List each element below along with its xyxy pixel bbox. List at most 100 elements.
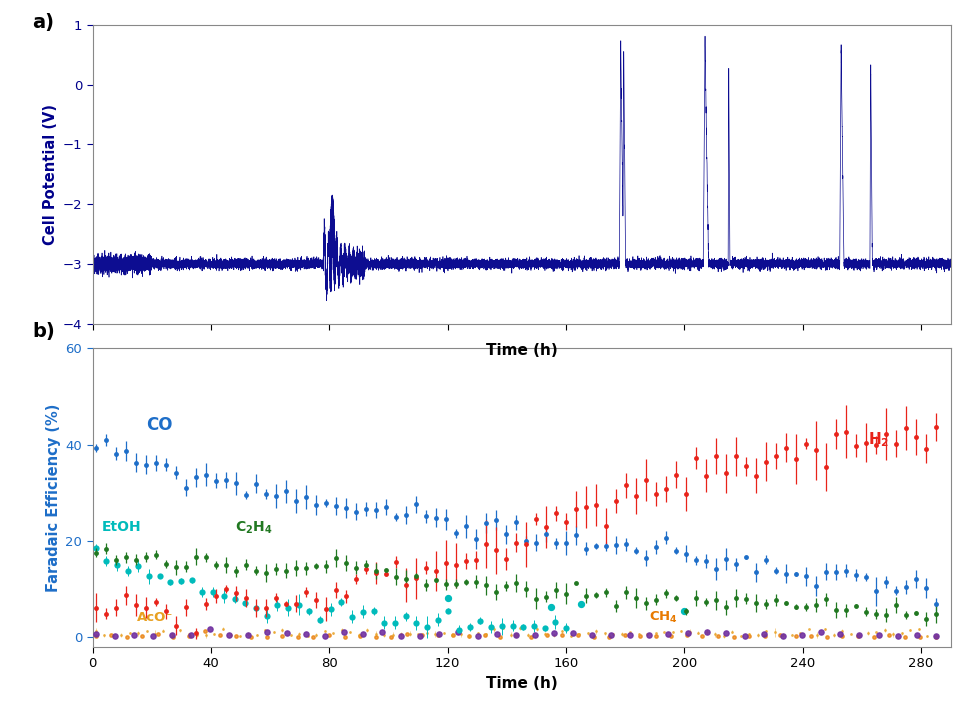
Point (680, 627, 695, 638)
Point (412, 631, 428, 642)
Point (633, 631, 648, 642)
Point (725, 631, 741, 643)
Point (166, 631, 181, 643)
Point (164, 629, 179, 641)
Point (291, 631, 306, 643)
Point (275, 631, 291, 642)
Point (399, 629, 414, 640)
Point (928, 631, 944, 643)
Point (368, 631, 383, 643)
Point (197, 626, 213, 637)
Point (508, 629, 524, 641)
Point (336, 631, 352, 643)
Point (492, 631, 508, 643)
Point (88, 628, 103, 639)
X-axis label: Time (h): Time (h) (486, 676, 558, 691)
Point (461, 631, 477, 642)
Point (573, 599, 589, 610)
Point (321, 630, 336, 641)
Point (741, 631, 757, 642)
Point (228, 630, 244, 641)
Point (604, 629, 619, 641)
Point (374, 626, 390, 638)
Point (450, 626, 466, 638)
Point (622, 629, 638, 641)
Point (851, 630, 867, 641)
Y-axis label: Cell Potential (V): Cell Potential (V) (44, 104, 58, 245)
Point (244, 631, 259, 643)
Point (432, 629, 448, 640)
Text: $\mathdefault{C_2H_4}$: $\mathdefault{C_2H_4}$ (235, 520, 272, 536)
Point (617, 629, 633, 641)
Text: b): b) (32, 321, 56, 341)
Point (203, 623, 218, 634)
Text: CO: CO (146, 416, 173, 434)
Point (737, 631, 753, 642)
Point (642, 629, 657, 640)
Point (527, 630, 543, 641)
Point (477, 629, 492, 641)
Y-axis label: Faradaic Efficiency (%): Faradaic Efficiency (%) (46, 404, 61, 592)
Point (772, 629, 788, 641)
Text: Time (h): Time (h) (486, 343, 558, 358)
Point (775, 630, 791, 641)
Point (317, 631, 332, 642)
Text: $\mathdefault{H_2}$: $\mathdefault{H_2}$ (868, 431, 889, 449)
Point (145, 630, 161, 641)
Point (305, 631, 321, 643)
Point (539, 629, 555, 641)
Point (710, 631, 725, 642)
Point (88, 631, 103, 642)
Point (602, 631, 617, 643)
Point (909, 629, 924, 641)
Point (890, 631, 906, 642)
Point (488, 629, 504, 640)
Point (897, 631, 913, 643)
Point (352, 630, 368, 641)
Point (336, 626, 352, 638)
Point (661, 628, 677, 639)
Point (803, 631, 819, 642)
Point (718, 628, 733, 639)
Point (259, 631, 275, 642)
Point (259, 626, 275, 638)
Point (881, 629, 897, 640)
Point (446, 629, 461, 641)
Point (119, 631, 135, 643)
Point (586, 631, 602, 643)
Point (213, 629, 228, 641)
Point (795, 630, 810, 641)
Point (470, 631, 486, 642)
Point (393, 630, 409, 641)
Point (440, 593, 455, 604)
Point (181, 631, 197, 642)
Point (679, 629, 694, 641)
Point (664, 631, 680, 642)
Text: a): a) (32, 13, 55, 32)
Point (871, 630, 886, 641)
Point (694, 630, 710, 641)
Point (183, 629, 199, 640)
Point (850, 630, 866, 641)
Text: $\mathdefault{CH_4}$: $\mathdefault{CH_4}$ (648, 609, 678, 625)
Text: EtOH: EtOH (101, 520, 141, 535)
Point (788, 630, 803, 641)
Point (546, 627, 562, 638)
Point (757, 631, 772, 642)
Point (543, 601, 559, 612)
Point (524, 631, 539, 642)
Point (566, 627, 581, 638)
Point (135, 631, 150, 642)
Point (107, 630, 123, 641)
Point (757, 629, 772, 640)
Point (835, 631, 850, 642)
Point (813, 626, 829, 638)
Point (677, 605, 692, 616)
Point (150, 629, 166, 640)
Point (430, 629, 446, 641)
Point (126, 629, 141, 641)
Point (570, 630, 586, 641)
Point (928, 631, 944, 642)
Point (221, 630, 237, 641)
Point (414, 629, 430, 641)
